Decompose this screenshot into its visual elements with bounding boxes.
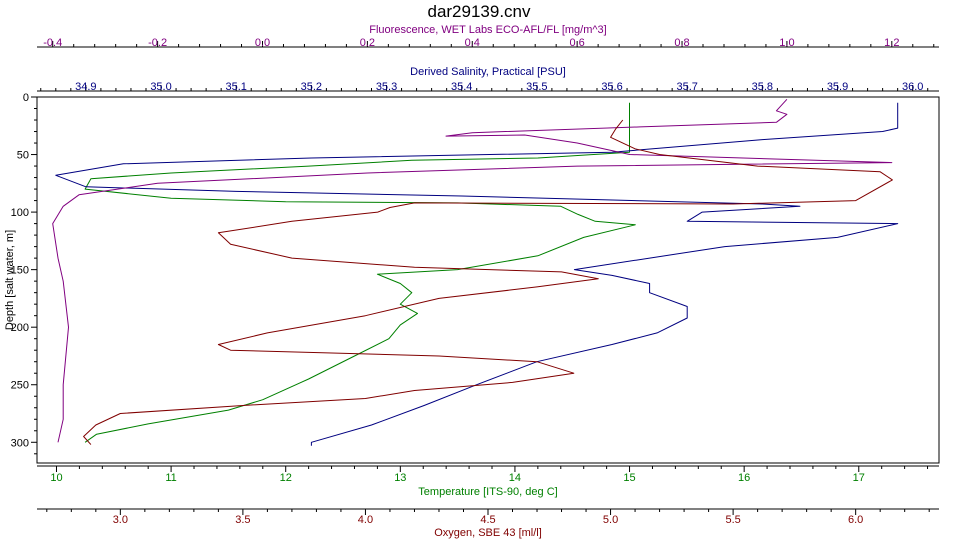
y-tick-label: 150 (11, 265, 29, 277)
tick-label-temp: 12 (280, 472, 292, 484)
axes-layer: Fluorescence, WET Labs ECO-AFL/FL [mg/m^… (11, 24, 939, 539)
tick-label-temp: 14 (509, 472, 521, 484)
y-tick-label: 250 (11, 380, 29, 392)
series-line-fluor (52, 98, 893, 443)
y-tick-label: 300 (11, 437, 29, 449)
tick-label-fluor: -0.4 (43, 37, 62, 49)
axis-title-sal: Derived Salinity, Practical [PSU] (410, 66, 566, 78)
axis-title-oxy: Oxygen, SBE 43 [ml/l] (434, 527, 542, 539)
tick-label-oxy: 6.0 (848, 514, 863, 526)
series-line-temp (84, 102, 636, 443)
tick-label-fluor: 1.2 (884, 37, 899, 49)
series-layer (52, 98, 899, 446)
y-tick-label: 0 (23, 92, 29, 104)
tick-label-sal: 35.7 (676, 81, 697, 93)
series-line-sal (55, 102, 899, 446)
tick-label-sal: 36.0 (902, 81, 923, 93)
axis-title-fluor: Fluorescence, WET Labs ECO-AFL/FL [mg/m^… (369, 24, 606, 36)
tick-label-sal: 35.8 (752, 81, 773, 93)
tick-label-temp: 15 (623, 472, 635, 484)
tick-label-sal: 35.9 (827, 81, 848, 93)
tick-label-fluor: 0.0 (255, 37, 270, 49)
tick-label-oxy: 3.0 (113, 514, 128, 526)
tick-label-sal: 34.9 (75, 81, 96, 93)
tick-label-temp: 17 (853, 472, 865, 484)
tick-label-fluor: 0.6 (570, 37, 585, 49)
tick-label-fluor: 0.8 (674, 37, 689, 49)
tick-label-temp: 11 (165, 472, 176, 484)
tick-label-oxy: 5.0 (603, 514, 618, 526)
axis-title-temp: Temperature [ITS-90, deg C] (418, 486, 557, 498)
tick-label-sal: 35.4 (451, 81, 472, 93)
tick-label-temp: 16 (738, 472, 750, 484)
tick-label-fluor: 0.4 (465, 37, 480, 49)
tick-label-sal: 35.6 (601, 81, 622, 93)
tick-label-sal: 35.1 (225, 81, 246, 93)
tick-label-oxy: 5.5 (725, 514, 740, 526)
plot-area (36, 96, 940, 464)
tick-label-temp: 10 (50, 472, 62, 484)
tick-label-sal: 35.5 (526, 81, 547, 93)
tick-label-fluor: -0.2 (148, 37, 167, 49)
tick-label-sal: 35.2 (301, 81, 322, 93)
tick-label-oxy: 4.0 (358, 514, 373, 526)
chart-title: dar29139.cnv (427, 2, 531, 21)
tick-label-oxy: 4.5 (480, 514, 495, 526)
y-tick-label: 50 (17, 150, 29, 162)
series-line-oxy (83, 119, 893, 445)
y-axis-title: Depth [salt water, m] (4, 230, 16, 330)
tick-label-sal: 35.0 (150, 81, 171, 93)
tick-label-oxy: 3.5 (235, 514, 250, 526)
tick-label-fluor: 0.2 (360, 37, 375, 49)
y-tick-label: 100 (11, 207, 29, 219)
tick-label-temp: 13 (394, 472, 406, 484)
y-tick-label: 200 (11, 322, 29, 334)
tick-label-sal: 35.3 (376, 81, 397, 93)
tick-label-fluor: 1.0 (779, 37, 794, 49)
